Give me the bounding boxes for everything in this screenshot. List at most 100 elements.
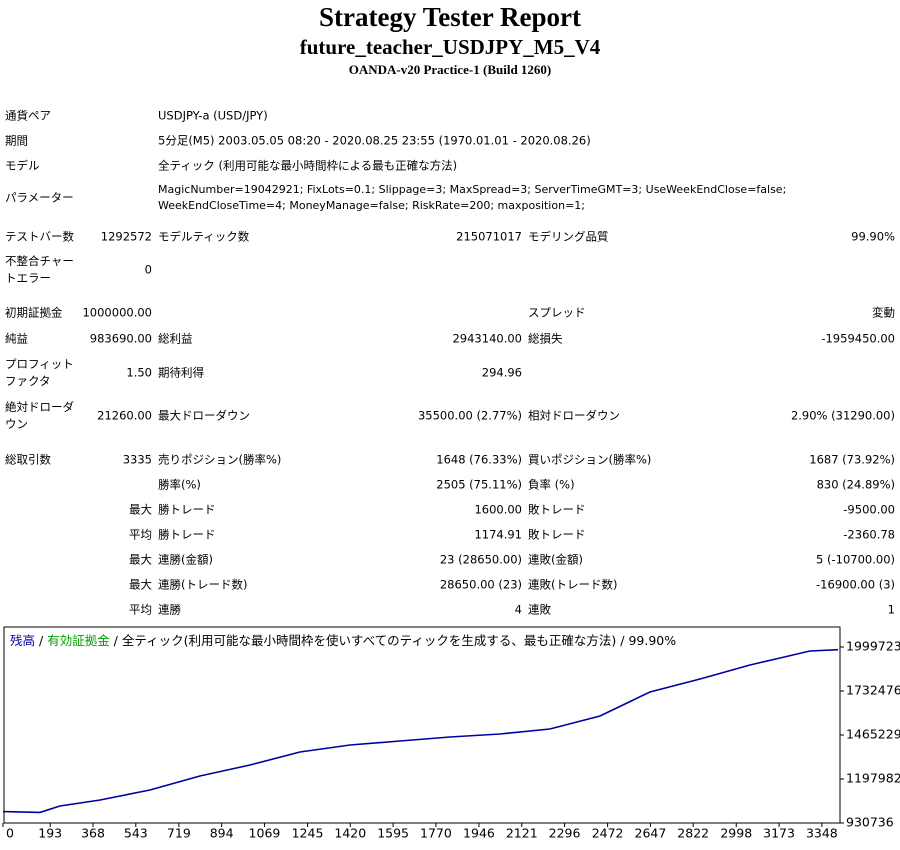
balance-line bbox=[2, 648, 839, 814]
stat-value: 最大 bbox=[129, 502, 152, 517]
stat-value: -16900.00 (3) bbox=[816, 577, 895, 592]
info-label: モデル bbox=[5, 158, 40, 173]
stat-value: 0 bbox=[144, 262, 152, 277]
stat-value: -2360.78 bbox=[843, 527, 895, 542]
legend: 残高 / 有効証拠金 / 全ティック(利用可能な最小時間枠を使いすべてのティック… bbox=[10, 633, 676, 648]
stat-value: 830 (24.89%) bbox=[816, 477, 895, 492]
x-tick-label: 1245 bbox=[292, 826, 324, 841]
stat-value: 4 bbox=[514, 602, 522, 617]
stat-value: 21260.00 bbox=[97, 408, 152, 423]
stat-label: 連敗 bbox=[528, 602, 551, 617]
info-value: 全ティック (利用可能な最小時間枠による最も正確な方法) bbox=[158, 158, 458, 173]
x-tick-label: 543 bbox=[124, 826, 148, 841]
stat-label: 連勝 bbox=[158, 602, 181, 617]
x-tick-label: 0 bbox=[6, 826, 14, 841]
y-tick-label: 1999723 bbox=[846, 639, 900, 654]
stat-label: 総損失 bbox=[528, 331, 563, 346]
stat-label: 純益 bbox=[5, 331, 28, 346]
y-tick-label: 1732476 bbox=[846, 683, 900, 698]
stat-label: 連敗(金額) bbox=[528, 552, 583, 567]
x-tick-label: 2822 bbox=[677, 826, 709, 841]
quality: 99.90% bbox=[628, 633, 676, 648]
subtitle: future_teacher_USDJPY_M5_V4 bbox=[299, 35, 601, 59]
info-label: 通貨ペア bbox=[5, 108, 51, 123]
stat-label: モデルティック数 bbox=[158, 229, 250, 244]
x-tick-label: 1420 bbox=[334, 826, 366, 841]
stat-value: 1687 (73.92%) bbox=[809, 452, 895, 467]
stat-label: 相対ドローダウン bbox=[528, 408, 620, 423]
stat-label: 最大ドローダウン bbox=[158, 408, 250, 423]
legend-entry: 残高 bbox=[10, 633, 35, 648]
stat-label: 絶対ドローダウン bbox=[5, 400, 74, 431]
x-tick-label: 1946 bbox=[463, 826, 495, 841]
stat-value: 1.50 bbox=[126, 365, 152, 380]
stat-label: 買いポジション(勝率%) bbox=[528, 452, 652, 467]
stat-value: 1 bbox=[887, 602, 895, 617]
stat-value: 平均 bbox=[129, 527, 152, 542]
x-tick-label: 368 bbox=[81, 826, 105, 841]
stat-value: 最大 bbox=[129, 577, 152, 592]
stat-value: 最大 bbox=[129, 552, 152, 567]
stat-value: 1292572 bbox=[100, 229, 152, 244]
x-tick-label: 3348 bbox=[806, 826, 838, 841]
stat-label: 期待利得 bbox=[158, 365, 204, 380]
stat-label: プロフィットファクタ bbox=[5, 357, 74, 388]
title: Strategy Tester Report bbox=[319, 2, 581, 32]
server: OANDA-v20 Practice-1 (Build 1260) bbox=[348, 62, 552, 77]
stat-value: 1648 (76.33%) bbox=[436, 452, 522, 467]
stat-value: 35500.00 (2.77%) bbox=[417, 408, 522, 423]
stat-label: 総取引数 bbox=[5, 452, 51, 467]
stat-value: 5 (-10700.00) bbox=[816, 552, 895, 567]
stat-value: 2505 (75.11%) bbox=[436, 477, 522, 492]
stat-value: 99.90% bbox=[851, 229, 895, 244]
stat-label: 総利益 bbox=[158, 331, 193, 346]
stat-label: 連勝(金額) bbox=[158, 552, 213, 567]
x-tick-label: 2472 bbox=[592, 826, 624, 841]
x-tick-label: 2998 bbox=[720, 826, 752, 841]
legend-entry: 有効証拠金 bbox=[47, 633, 110, 648]
stat-value: 2943140.00 bbox=[452, 331, 522, 346]
info-label: 期間 bbox=[5, 133, 28, 148]
stat-value: 23 (28650.00) bbox=[439, 552, 522, 567]
stat-label: 連勝(トレード数) bbox=[158, 577, 248, 592]
stat-value: 1600.00 bbox=[474, 502, 522, 517]
x-tick-label: 894 bbox=[210, 826, 234, 841]
stat-value: 3335 bbox=[122, 452, 152, 467]
x-tick-label: 3173 bbox=[763, 826, 795, 841]
stat-value: 1174.91 bbox=[474, 527, 522, 542]
stat-value: -1959450.00 bbox=[821, 331, 895, 346]
stat-value: 平均 bbox=[129, 602, 152, 617]
stat-label: 売りポジション(勝率%) bbox=[158, 452, 282, 467]
stat-label: 連敗(トレード数) bbox=[528, 577, 618, 592]
stat-value: -9500.00 bbox=[843, 502, 895, 517]
x-tick-label: 2296 bbox=[549, 826, 581, 841]
stat-label: 負率 (%) bbox=[528, 477, 575, 492]
x-tick-label: 1770 bbox=[420, 826, 452, 841]
stat-label: 勝トレード bbox=[158, 527, 216, 542]
x-tick-label: 2121 bbox=[506, 826, 538, 841]
stat-label: 勝率(%) bbox=[158, 477, 201, 492]
stat-label: 敗トレード bbox=[528, 502, 586, 517]
stat-label: スプレッド bbox=[528, 305, 586, 320]
info-value: 5分足(M5) 2003.05.05 08:20 - 2020.08.25 23… bbox=[158, 133, 591, 148]
stat-label: モデリング品質 bbox=[528, 229, 609, 244]
y-tick-label: 1465229 bbox=[846, 727, 900, 742]
stat-label: 勝トレード bbox=[158, 502, 216, 517]
x-tick-label: 193 bbox=[38, 826, 62, 841]
stat-value: 2.90% (31290.00) bbox=[790, 408, 895, 423]
info-label: パラメーター bbox=[5, 190, 74, 205]
stat-label: 敗トレード bbox=[528, 527, 586, 542]
stat-value: 28650.00 (23) bbox=[439, 577, 522, 592]
info-value: USDJPY-a (USD/JPY) bbox=[158, 108, 268, 123]
stat-label: 初期証拠金 bbox=[5, 305, 63, 320]
info-value: MagicNumber=19042921; FixLots=0.1; Slipp… bbox=[158, 183, 787, 212]
stat-label: テストバー数 bbox=[5, 229, 74, 244]
x-tick-label: 1595 bbox=[377, 826, 409, 841]
y-tick-label: 930736 bbox=[846, 815, 894, 830]
separator: / bbox=[110, 633, 122, 648]
model: 全ティック(利用可能な最小時間枠を使いすべてのティックを生成する、最も正確な方法… bbox=[122, 633, 616, 648]
stat-value: 983690.00 bbox=[89, 331, 152, 346]
stat-value: 1000000.00 bbox=[82, 305, 152, 320]
